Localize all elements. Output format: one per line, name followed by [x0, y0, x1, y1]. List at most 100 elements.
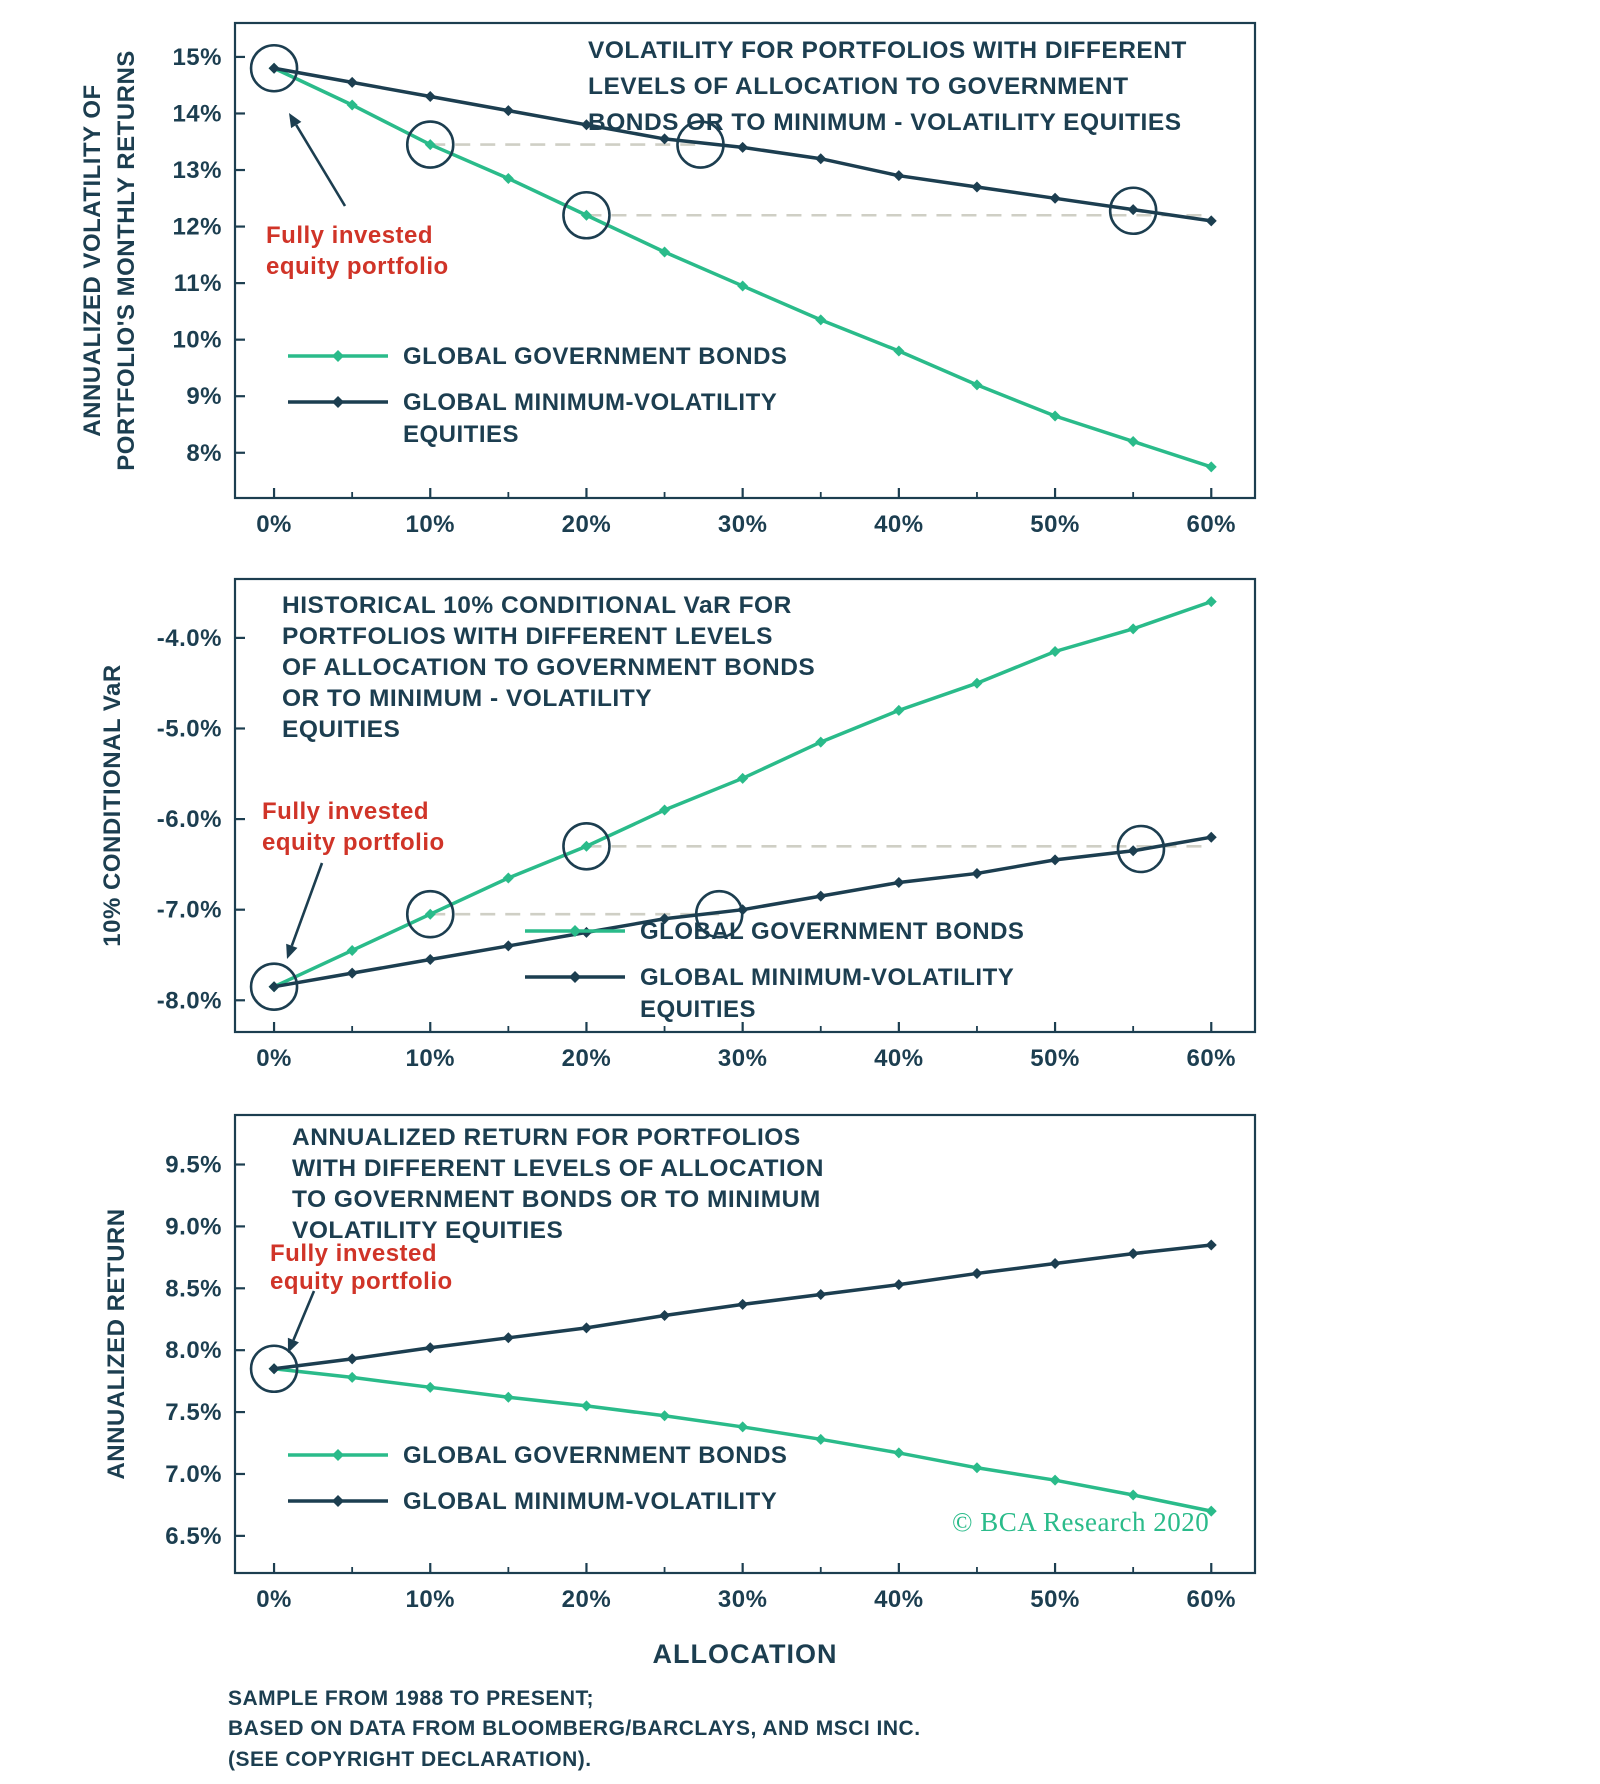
x-tick-label: 50% [1030, 1045, 1080, 1072]
data-point-marker [737, 141, 749, 153]
data-point-marker [580, 1400, 592, 1412]
data-point-marker [332, 1449, 344, 1461]
data-point-marker [893, 345, 905, 357]
annotation-arrowhead [286, 943, 298, 959]
data-point-marker [1205, 1239, 1217, 1251]
data-point-marker [659, 133, 671, 145]
data-point-marker [1205, 831, 1217, 843]
highlight-circle [405, 889, 455, 939]
annotation-arrow [292, 1290, 316, 1341]
chart-canvas: 0% 10% 20% 30% 40% 50% 60% 9.5% 9.0% 8.5% 8.0% 7.5%… [103, 1113, 1257, 1613]
data-point-marker [569, 925, 581, 937]
legend-label: GLOBAL MINIMUM-VOLATILITY [403, 389, 777, 416]
chart-title-line: BONDS OR TO MINIMUM - VOLATILITY EQUITIE… [588, 109, 1182, 136]
y-tick-label: 15% [172, 44, 222, 71]
data-point-marker [1049, 645, 1061, 657]
data-point-marker [332, 396, 344, 408]
x-tick-label: 40% [874, 511, 924, 538]
annotation-text: Fully invested [266, 222, 433, 249]
chart-title-line: WITH DIFFERENT LEVELS OF ALLOCATION [292, 1155, 824, 1182]
plot-border [233, 21, 1257, 500]
highlight-circle [1108, 186, 1158, 236]
x-tick-label: 60% [1186, 511, 1236, 538]
legend-label: GLOBAL GOVERNMENT BONDS [403, 1442, 787, 1469]
data-point-marker [971, 867, 983, 879]
x-tick-label: 10% [405, 1586, 455, 1613]
data-point-marker [1049, 410, 1061, 422]
data-point-marker [1127, 1248, 1139, 1260]
data-point-marker [424, 91, 436, 103]
x-tick-label: 20% [562, 1586, 612, 1613]
highlight-circle [562, 821, 611, 871]
highlight-circle [1116, 824, 1166, 874]
y-tick-label: 8% [186, 440, 222, 467]
x-tick-label: 20% [562, 1045, 612, 1072]
data-point-marker [815, 1433, 827, 1445]
data-point-marker [332, 350, 344, 362]
y-tick-label: 8.5% [165, 1275, 222, 1302]
y-tick-label: -4.0% [157, 625, 222, 652]
data-point-marker [346, 1353, 358, 1365]
highlight-circle [249, 1344, 299, 1394]
data-point-marker [893, 170, 905, 182]
highlight-circle [405, 120, 455, 169]
plot-border [233, 1113, 1257, 1575]
data-point-marker [659, 1410, 671, 1422]
data-point-marker [268, 1363, 280, 1375]
chart-title-line: EQUITIES [282, 716, 400, 743]
y-tick-label: 9.5% [165, 1152, 222, 1179]
y-tick-label: 11% [174, 270, 222, 297]
chart-title-line: PORTFOLIOS WITH DIFFERENT LEVELS [282, 623, 773, 650]
x-tick-label: 40% [874, 1045, 924, 1072]
x-tick-label: 10% [405, 1045, 455, 1072]
data-point-marker [971, 1267, 983, 1279]
data-point-marker [502, 1332, 514, 1344]
legend-label: GLOBAL MINIMUM-VOLATILITY [640, 964, 1014, 991]
data-point-marker [346, 967, 358, 979]
data-point-marker [659, 913, 671, 925]
data-point-marker [580, 209, 592, 221]
x-tick-label: 20% [562, 511, 612, 538]
y-tick-label: 14% [172, 100, 222, 127]
footnote: SAMPLE FROM 1988 TO PRESENT; BASED ON DA… [228, 1684, 1600, 1775]
data-point-marker [737, 280, 749, 292]
chart-canvas: 0% 10% 20% 30% 40% 50% 60% 15% 14% 13% 12% 11% 10% 9%… [79, 21, 1257, 538]
volatility-chart: 0% 10% 20% 30% 40% 50% 60% 15% 14% 13% 12% 11% 10% 9%… [0, 8, 1320, 553]
data-point-marker [268, 981, 280, 993]
x-tick-label: 30% [718, 1586, 768, 1613]
data-point-marker [971, 677, 983, 689]
chart-title-line: OR TO MINIMUM - VOLATILITY [282, 685, 652, 712]
data-point-marker [580, 119, 592, 131]
chart-title-line: VOLATILITY FOR PORTFOLIOS WITH DIFFERENT [588, 37, 1187, 64]
y-tick-label: -6.0% [157, 806, 222, 833]
data-point-marker [569, 971, 581, 983]
data-point-marker [893, 704, 905, 716]
annotation-text: equity portfolio [262, 829, 445, 856]
data-point-marker [1049, 854, 1061, 866]
annotation-text: equity portfolio [270, 1268, 453, 1295]
y-tick-label: 13% [172, 157, 222, 184]
legend-label: GLOBAL MINIMUM-VOLATILITY [403, 1488, 777, 1515]
data-point-marker [815, 1288, 827, 1300]
data-point-marker [502, 173, 514, 185]
data-point-marker [332, 1495, 344, 1507]
y-tick-label: 6.5% [165, 1523, 222, 1550]
data-point-marker [815, 890, 827, 902]
data-point-marker [502, 872, 514, 884]
y-tick-label: 7.0% [165, 1461, 222, 1488]
data-point-marker [893, 877, 905, 889]
annotation-arrowhead [289, 113, 302, 129]
legend-label: EQUITIES [403, 421, 519, 448]
annotation-arrow [295, 124, 347, 207]
x-tick-label: 50% [1030, 511, 1080, 538]
data-point-marker [1205, 596, 1217, 608]
annotation-arrow [290, 862, 324, 947]
annotation-text: equity portfolio [266, 253, 449, 280]
legend-label: GLOBAL GOVERNMENT BONDS [640, 918, 1024, 945]
annotation-text: Fully invested [262, 798, 429, 825]
x-tick-label: 60% [1186, 1045, 1236, 1072]
x-tick-label: 30% [718, 511, 768, 538]
data-point-marker [1205, 1505, 1217, 1517]
x-tick-label: 30% [718, 1045, 768, 1072]
chart-title-line: LEVELS OF ALLOCATION TO GOVERNMENT [588, 73, 1129, 100]
